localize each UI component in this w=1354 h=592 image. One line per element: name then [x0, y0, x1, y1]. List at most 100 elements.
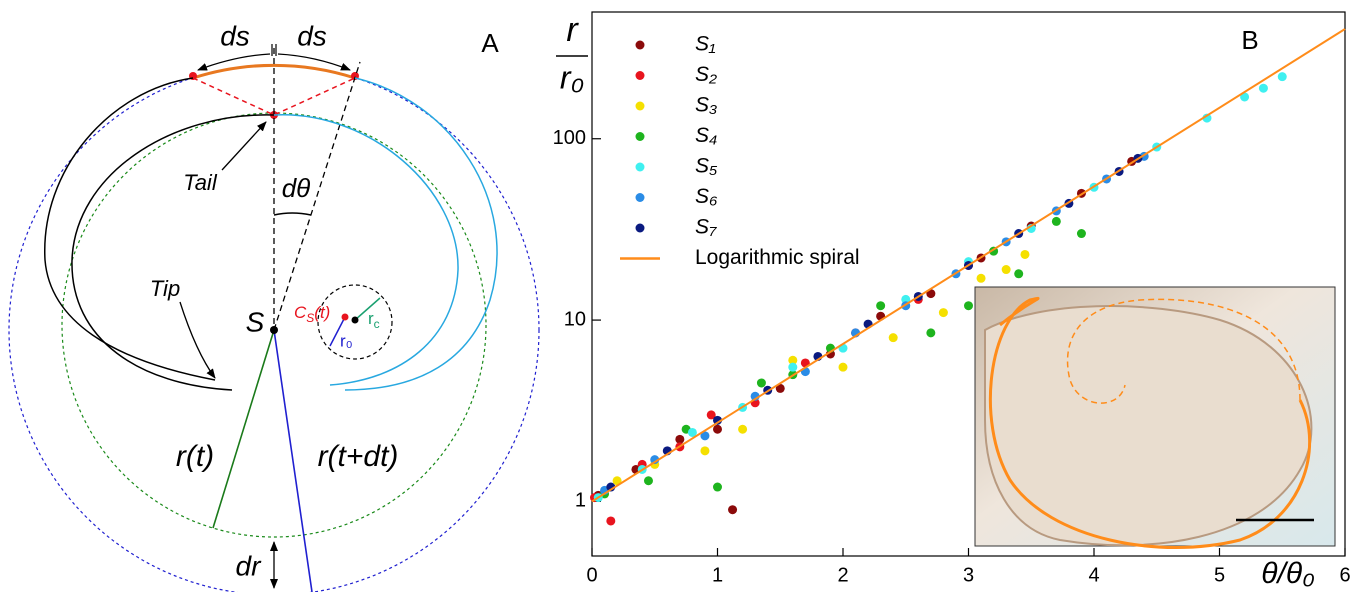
panel-label: A	[481, 28, 499, 58]
x-tick-label: 2	[837, 564, 848, 586]
data-point	[888, 333, 898, 343]
legend-label: Logarithmic spiral	[695, 246, 860, 269]
data-point	[612, 476, 622, 486]
data-point	[606, 516, 616, 526]
data-point	[788, 362, 798, 372]
x-tick-label: 3	[963, 564, 974, 586]
cs-label: CS(t)	[294, 303, 330, 325]
data-point	[788, 355, 798, 365]
data-point	[775, 383, 785, 393]
data-point	[901, 294, 911, 304]
data-point	[700, 446, 710, 456]
r0-line	[329, 316, 346, 347]
x-tick-label: 5	[1214, 564, 1225, 586]
point	[341, 313, 349, 321]
ds-arrow	[277, 53, 351, 71]
y-tick-label: 10	[564, 308, 586, 330]
data-point	[756, 378, 766, 388]
ds-arrow	[197, 53, 271, 71]
point	[351, 316, 359, 324]
data-point	[687, 427, 697, 437]
curvature-circle	[317, 284, 393, 360]
inset-spiral	[988, 296, 1312, 549]
legend-marker	[635, 101, 645, 111]
tail-arrow	[221, 121, 267, 171]
tail-label: Tail	[183, 170, 218, 195]
spiral-black	[71, 114, 275, 391]
data-point	[1076, 229, 1086, 239]
data-point	[926, 328, 936, 338]
legend-label: S₇	[695, 216, 717, 239]
legend-label: S₁	[695, 33, 716, 56]
data-point	[728, 505, 738, 515]
axis-dashed	[273, 61, 361, 331]
data-point	[876, 301, 886, 311]
legend-marker	[635, 193, 645, 202]
data-point	[713, 415, 722, 425]
radius-t-dt	[273, 329, 313, 592]
legend-label: S₄	[695, 124, 717, 147]
data-point	[1014, 269, 1024, 279]
cs-base: C	[294, 303, 307, 322]
r0-label: r₀	[340, 331, 353, 350]
panel-label: B	[1241, 25, 1258, 55]
ds-divider	[271, 44, 277, 56]
panel-b: B r r₀ θ/θ₀ 0 1 2 3 4 5 6 1 10 100 S₁ S₂ S₃ S₄ S₅ S₆ S₇ L…	[553, 11, 1351, 590]
cs-sub: S	[306, 311, 314, 325]
rc-base: r	[368, 309, 374, 328]
spiral-cyan	[344, 77, 498, 391]
data-point	[1001, 265, 1011, 275]
spiral-black	[44, 77, 216, 381]
legend-label: S₅	[695, 155, 718, 178]
rc-line	[354, 297, 381, 321]
legend-label: S₂	[695, 63, 717, 86]
y-tick-label: 100	[553, 127, 586, 149]
dr-label: dr	[236, 550, 263, 581]
ds-label: ds	[220, 20, 250, 51]
rc-label: rc	[368, 309, 380, 331]
data-point	[738, 424, 748, 434]
y-label-denominator: r₀	[560, 59, 584, 95]
fit-line	[591, 28, 1346, 503]
legend-marker	[635, 162, 645, 172]
data-point	[650, 455, 660, 465]
data-point	[713, 482, 722, 492]
x-tick-label: 4	[1088, 564, 1099, 586]
tip-arrow	[179, 301, 216, 379]
radius-t	[212, 329, 275, 529]
legend-marker	[635, 132, 645, 141]
cs-rest: (t)	[314, 303, 330, 322]
x-tick-label: 1	[712, 564, 723, 586]
data-point	[938, 308, 948, 318]
arc-ds	[192, 63, 356, 80]
rtdt-label: r(t+dt)	[318, 440, 399, 473]
legend-marker	[635, 223, 645, 233]
inset-photo	[974, 286, 1336, 549]
legend-label: S₆	[695, 185, 718, 208]
center-point	[270, 326, 278, 334]
data-point	[1051, 216, 1061, 226]
data-point	[1277, 72, 1287, 82]
x-tick-label: 6	[1339, 564, 1350, 586]
panel-a: A ds ds Tail dθ Tip S CS(t) r₀ rc r(t) r…	[8, 20, 540, 592]
data-point	[1020, 249, 1030, 259]
angle-arc	[273, 212, 312, 216]
legend-label: S₃	[695, 94, 717, 117]
data-point	[964, 301, 973, 311]
legend-marker	[635, 40, 645, 50]
inner-circle	[61, 112, 487, 538]
x-tick-label: 0	[586, 564, 597, 586]
data-point	[976, 273, 986, 283]
legend-marker	[635, 71, 645, 80]
rc-sub: c	[374, 317, 380, 331]
y-label-numerator: r	[566, 11, 579, 49]
center-label: S	[246, 306, 265, 337]
data-point	[1258, 83, 1268, 93]
red-triangle	[192, 77, 356, 116]
inset-shell	[984, 305, 1313, 547]
data-point	[675, 434, 685, 444]
data-point	[1240, 92, 1250, 102]
y-tick-label: 1	[575, 490, 586, 512]
